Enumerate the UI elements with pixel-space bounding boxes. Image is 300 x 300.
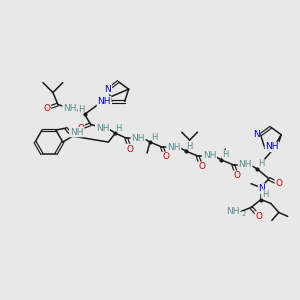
Text: O: O bbox=[275, 179, 282, 188]
Text: O: O bbox=[198, 162, 205, 171]
Text: H: H bbox=[222, 151, 229, 160]
Text: N: N bbox=[105, 85, 111, 94]
Text: H: H bbox=[186, 142, 193, 151]
Text: H: H bbox=[115, 124, 122, 133]
Text: NH: NH bbox=[226, 207, 239, 216]
Text: NH: NH bbox=[238, 160, 252, 169]
Text: H: H bbox=[262, 190, 268, 199]
Text: NH: NH bbox=[96, 124, 109, 133]
Text: O: O bbox=[162, 152, 169, 161]
Text: O: O bbox=[44, 104, 50, 113]
Text: H: H bbox=[79, 105, 85, 114]
Text: NH: NH bbox=[131, 134, 145, 142]
Text: O: O bbox=[127, 145, 134, 154]
Text: O: O bbox=[234, 171, 241, 180]
Text: O: O bbox=[256, 212, 262, 221]
Text: NH: NH bbox=[167, 142, 181, 152]
Text: NH: NH bbox=[98, 97, 111, 106]
Text: NH: NH bbox=[203, 152, 216, 160]
Text: O: O bbox=[77, 124, 84, 133]
Text: 2: 2 bbox=[242, 212, 246, 218]
Text: NH: NH bbox=[266, 142, 279, 152]
Text: H: H bbox=[151, 133, 157, 142]
Text: NH: NH bbox=[63, 104, 76, 113]
Text: H: H bbox=[258, 159, 264, 168]
Text: N: N bbox=[253, 130, 260, 139]
Text: N: N bbox=[259, 184, 265, 193]
Text: NH: NH bbox=[70, 128, 83, 136]
